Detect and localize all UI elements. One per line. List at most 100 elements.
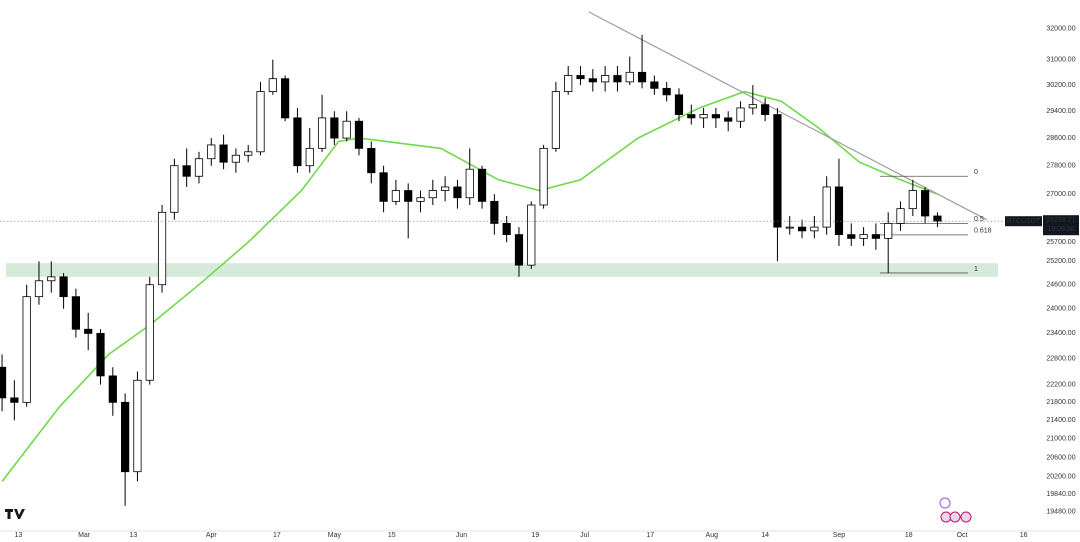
x-tick-label: Jun [456, 532, 467, 539]
candle [637, 34, 647, 89]
y-tick-label: 27800.00 [1046, 163, 1075, 170]
candle-body [219, 144, 228, 163]
x-tick-label: Sep [833, 532, 846, 539]
candle-body [711, 114, 720, 119]
candle-body [194, 158, 204, 177]
candle [564, 65, 573, 95]
candle-body [502, 222, 511, 236]
candle-body [564, 75, 573, 92]
candle-body [305, 147, 314, 167]
candle-body [416, 197, 425, 202]
candle [527, 201, 536, 270]
candle-body [465, 168, 474, 199]
candle-body [244, 151, 253, 156]
price-tag [1043, 215, 1079, 236]
event-icon [960, 511, 972, 523]
candle [157, 204, 167, 293]
candle-body [736, 107, 745, 122]
logo-mark [5, 509, 25, 519]
candle-body [231, 154, 240, 163]
y-tick-label: 22200.00 [1046, 381, 1075, 388]
candle [834, 158, 844, 246]
y-tick-label: 29400.00 [1046, 108, 1075, 115]
candle-body [96, 332, 105, 377]
fib-label: 0.618 [974, 228, 992, 235]
candle-body [884, 222, 893, 239]
candle-body [59, 276, 68, 298]
candle-body [84, 328, 93, 334]
candle-body [477, 168, 487, 202]
candle [305, 127, 314, 173]
candle-body [588, 78, 597, 83]
candle [539, 144, 548, 209]
candle-body [601, 75, 610, 83]
candle [674, 88, 684, 122]
symbol-tag [1005, 216, 1042, 227]
x-tick-label: Oct [957, 532, 968, 539]
event-icons [939, 497, 972, 523]
candle [428, 179, 437, 205]
candle [194, 151, 204, 184]
candle-body [514, 234, 524, 266]
candle [96, 329, 105, 385]
candle [268, 59, 277, 95]
candle-body [810, 226, 819, 232]
candle [588, 69, 597, 92]
candle-body [822, 186, 831, 228]
candle [22, 284, 31, 407]
candle-body [71, 296, 80, 330]
candle [71, 288, 80, 338]
candle [441, 176, 450, 202]
symbol-label: BTCUSDT [1007, 218, 1041, 225]
y-tick-label: 21000.00 [1046, 436, 1075, 443]
candle-body [761, 104, 770, 115]
candle [551, 81, 560, 152]
y-tick-label: 19480.00 [1046, 509, 1075, 516]
x-tick-label: Jul [580, 532, 589, 539]
candle-body [281, 78, 290, 119]
price-label: 26259.21 [1046, 217, 1075, 224]
y-tick-label: 20200.00 [1046, 473, 1075, 480]
candle-body [256, 91, 265, 153]
candle [59, 272, 68, 309]
candle-body [834, 186, 844, 236]
candle [699, 107, 708, 128]
candle [859, 227, 868, 246]
candle [724, 111, 733, 132]
candle-body [613, 75, 622, 83]
candle [121, 393, 130, 506]
candle-body [330, 117, 339, 139]
fib-label: 0 [974, 169, 978, 176]
candle-body [674, 94, 684, 115]
candle [711, 107, 720, 128]
candle-body [182, 165, 191, 177]
candle [84, 312, 93, 351]
candle-body [724, 117, 733, 122]
candle [453, 179, 462, 209]
candle [231, 148, 240, 173]
x-tick-label: 18 [905, 532, 913, 539]
candle [773, 107, 782, 262]
candle [625, 56, 634, 86]
candle [0, 354, 7, 412]
candle [219, 134, 228, 170]
candle-body [453, 186, 462, 199]
x-tick-label: 14 [761, 532, 769, 539]
candle-body [490, 200, 499, 224]
candle [404, 183, 413, 239]
candle [748, 85, 757, 115]
candle [908, 179, 917, 216]
fib-label: 1 [974, 266, 978, 273]
candle [293, 107, 302, 173]
x-tick-label: 13 [15, 532, 23, 539]
candle-body [391, 190, 400, 202]
candle-body [268, 78, 277, 92]
candle-body [699, 114, 708, 119]
y-tick-label: 30200.00 [1046, 82, 1075, 89]
candle-body [157, 211, 167, 286]
y-tick-label: 25700.00 [1046, 239, 1075, 246]
x-tick-label: Mar [78, 532, 91, 539]
candle [662, 81, 671, 102]
candle-body [108, 375, 117, 403]
candle-body [576, 75, 585, 80]
